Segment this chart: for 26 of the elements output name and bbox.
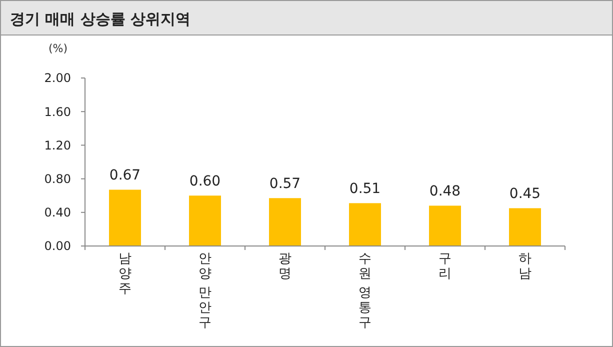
y-tick-label: 1.60 xyxy=(44,104,71,119)
bar xyxy=(189,196,221,246)
x-tick-label: 수원 영통구 xyxy=(358,252,372,331)
chart-title: 경기 매매 상승률 상위지역 xyxy=(10,10,191,28)
bar xyxy=(429,206,461,246)
bar xyxy=(109,190,141,246)
data-label: 0.45 xyxy=(509,186,541,202)
bar xyxy=(269,198,301,246)
x-tick-label: 하남 xyxy=(518,252,532,282)
x-tick-label: 남양주 xyxy=(118,252,132,297)
x-tick-label: 구리 xyxy=(438,252,452,282)
y-axis-title: (%) xyxy=(48,42,68,55)
bar xyxy=(509,208,541,246)
y-tick-label: 0.80 xyxy=(44,172,71,186)
data-label: 0.57 xyxy=(269,176,301,192)
data-label: 0.51 xyxy=(349,181,381,198)
y-tick-label: 2.00 xyxy=(44,71,71,86)
y-tick-label: 0.40 xyxy=(44,206,71,220)
data-label: 0.48 xyxy=(429,184,461,200)
data-label: 0.60 xyxy=(189,174,221,190)
y-tick-label: 1.20 xyxy=(44,138,71,152)
x-tick-label: 안양 만안구 xyxy=(198,252,212,331)
bar xyxy=(349,203,381,246)
x-tick-label: 광명 xyxy=(278,252,292,282)
data-label: 0.67 xyxy=(109,168,141,184)
y-tick-label: 0.00 xyxy=(44,239,71,254)
